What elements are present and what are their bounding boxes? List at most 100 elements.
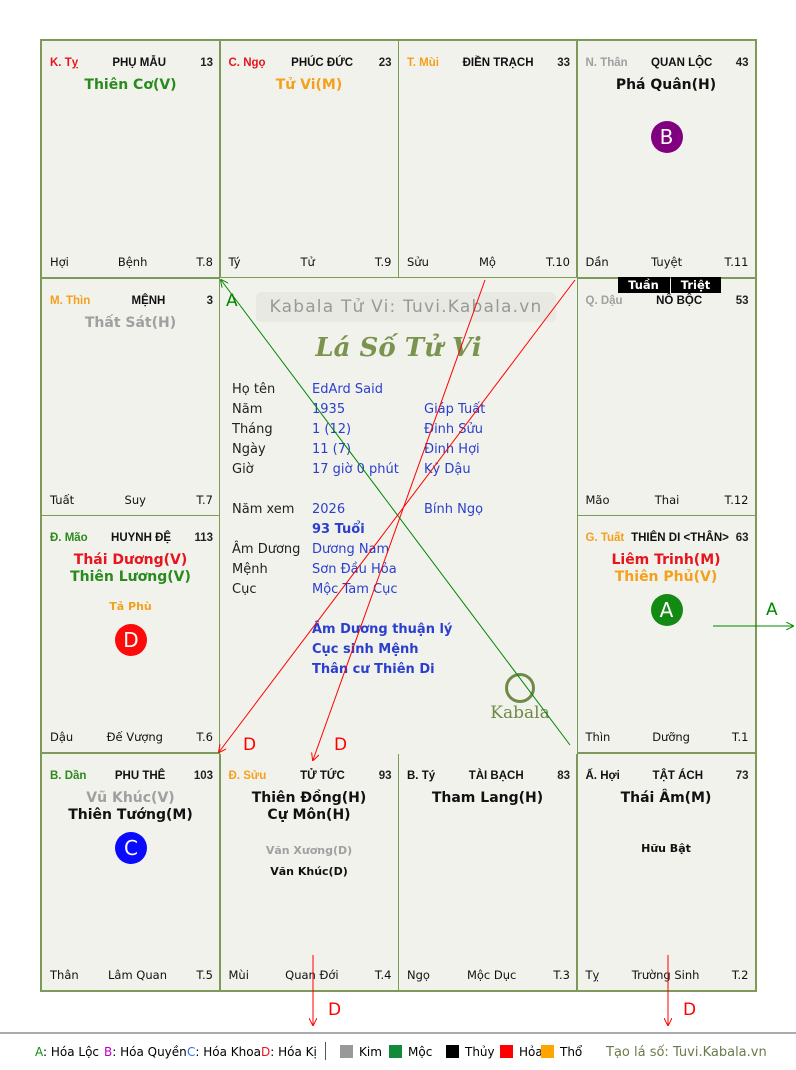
legend-hoa: B: Hóa Quyền xyxy=(104,1045,187,1059)
info-canchi: Kỷ Dậu xyxy=(424,462,471,477)
palace-can-chi: B. Dần xyxy=(50,769,87,782)
palace-can-chi: Ấ. Hợi xyxy=(585,769,620,782)
t-index: T.1 xyxy=(731,730,749,744)
palace-cell[interactable]: Đ. Mão HUYNH ĐỆ 113 Thái Dương(V) Thiên Lươn… xyxy=(41,515,220,753)
palace-cell[interactable]: M. Thìn MỆNH 3 Thất Sát(H) Tuất Suy T.7 xyxy=(41,277,220,516)
major-star: Liêm Trinh(M) xyxy=(611,552,721,568)
branch: Hợi xyxy=(50,255,69,269)
info-label: Năm xyxy=(232,402,263,417)
palace-cell[interactable]: G. Tuất THIÊN DI <THÂN> 63 Liêm Trinh(M) Thi… xyxy=(576,515,756,753)
palace-can-chi: Đ. Mão xyxy=(50,532,88,544)
palace-can-chi: Đ. Sửu xyxy=(228,769,267,782)
logo-text: Kabala xyxy=(490,703,550,723)
arrow-label: D xyxy=(328,1000,341,1020)
legend-text: : Hóa Kị xyxy=(270,1045,317,1059)
info-row: Cục Mộc Tam Cục xyxy=(232,582,397,600)
palace-age: 23 xyxy=(378,57,392,69)
branch: Thìn xyxy=(585,730,611,744)
info-row: Ngày 11 (7) Đinh Hợi xyxy=(232,442,480,460)
palace-cell[interactable]: C. Ngọ PHÚC ĐỨC 23 Tử Vi(M) Tý Tử T.9 xyxy=(219,40,399,278)
legend-key: D xyxy=(261,1045,271,1059)
life-stage: Dưỡng xyxy=(652,730,690,744)
palace-footer: Mão Thai T.12 xyxy=(586,493,749,507)
palace-can-chi: Q. Dậu xyxy=(585,294,623,307)
info-value: EdArd Said xyxy=(312,382,383,397)
palace-cell[interactable]: Q. Dậu NÔ BỘC 53 Mão Thai T.12 xyxy=(576,277,756,516)
info-label: Cục xyxy=(232,582,257,597)
palace-can-chi: G. Tuất xyxy=(585,532,625,544)
major-star: Thái Âm(M) xyxy=(620,789,712,806)
major-stars: Thiên Cơ(V) xyxy=(42,77,219,94)
palace-cell[interactable]: Ấ. Hợi TẬT ÁCH 73 Thái Âm(M) Hữu Bật Tỵ Trường… xyxy=(576,752,756,991)
life-stage: Bệnh xyxy=(117,255,148,269)
palace-cell[interactable]: T. Mùi ĐIỀN TRẠCH 33 Sửu Mộ T.10 xyxy=(398,40,577,278)
palace-header: C. Ngọ PHÚC ĐỨC 23 xyxy=(229,57,392,69)
palace-cell[interactable]: B. Dần PHU THÊ 103 Vũ Khúc(V) Thiên Tướng(M)… xyxy=(41,752,220,991)
palace-age: 13 xyxy=(200,57,213,69)
info-value: 2026 xyxy=(312,502,346,517)
triet-marker: Triệt xyxy=(670,277,721,293)
arrow-label: D xyxy=(683,1000,696,1020)
major-stars: Tử Vi(M) xyxy=(221,77,398,94)
branch: Dậu xyxy=(50,730,74,744)
palace-name: QUAN LỘC xyxy=(651,57,713,69)
palace-footer: Ngọ Mộc Dục T.3 xyxy=(407,968,570,982)
horoscope-chart: K. Tỵ PHỤ MẪU 13 Thiên Cơ(V) Hợi Bệnh T.8 C. Ng… xyxy=(40,39,757,992)
branch: Ngọ xyxy=(407,967,430,982)
note-text: Thân cư Thiên Di xyxy=(312,662,435,677)
palace-age: 53 xyxy=(735,294,749,307)
major-stars: Tham Lang(H) xyxy=(399,790,576,807)
major-star: Vũ Khúc(V) xyxy=(86,789,175,806)
palace-can-chi: K. Tỵ xyxy=(50,57,79,69)
major-stars: Thái Dương(V) Thiên Lương(V) xyxy=(42,552,219,586)
credit-link[interactable]: Tạo lá số: Tuvi.Kabala.vn xyxy=(606,1045,767,1060)
major-star: Thái Dương(V) xyxy=(73,552,188,568)
major-star: Cự Môn(H) xyxy=(267,806,351,823)
badge-A: A xyxy=(650,594,683,626)
palace-cell[interactable]: Đ. Sửu TỬ TỨC 93 Thiên Đồng(H) Cự Môn(H) Văn … xyxy=(219,752,399,991)
branch: Dần xyxy=(585,255,609,269)
palace-age: 93 xyxy=(378,769,392,782)
info-canchi: Bính Ngọ xyxy=(424,502,484,517)
info-value: 11 (7) xyxy=(312,442,352,457)
info-label: Giờ xyxy=(232,462,254,477)
palace-footer: Dần Tuyệt T.11 xyxy=(586,255,749,269)
major-star: Tham Lang(H) xyxy=(431,789,544,806)
info-label: Mệnh xyxy=(232,562,268,577)
branch: Tỵ xyxy=(585,967,600,982)
palace-header: N. Thân QUAN LỘC 43 xyxy=(586,57,749,69)
palace-cell[interactable]: N. Thân QUAN LỘC 43 Phá Quân(H) B Dần Tuyệt T.1… xyxy=(576,40,756,293)
info-row: Tháng 1 (12) Đinh Sửu xyxy=(232,422,483,440)
palace-header: Q. Dậu NÔ BỘC 53 xyxy=(586,295,749,307)
palace-can-chi: C. Ngọ xyxy=(228,57,266,69)
palace-cell[interactable]: B. Tý TÀI BẠCH 83 Tham Lang(H) Ngọ Mộc Dục T.3 xyxy=(398,752,577,991)
badge-D: D xyxy=(115,624,147,656)
legend-bar: A: Hóa Lộc B: Hóa Quyền C: Hóa Khoa D: Hóa … xyxy=(0,1032,796,1070)
branch: Mùi xyxy=(228,967,249,982)
palace-name: ĐIỀN TRẠCH xyxy=(462,57,534,69)
info-value: 1935 xyxy=(312,402,346,417)
legend-key: C xyxy=(187,1045,196,1059)
legend-element: Hỏa xyxy=(500,1045,543,1059)
palace-age: 33 xyxy=(557,57,570,69)
major-star: Thiên Tướng(M) xyxy=(68,806,193,823)
t-index: T.9 xyxy=(374,255,392,269)
hoa-ki-arrow xyxy=(313,279,486,760)
info-label: Tháng xyxy=(232,422,273,437)
legend-hoa: A: Hóa Lộc xyxy=(35,1045,99,1059)
t-index: T.12 xyxy=(724,492,749,507)
palace-header: G. Tuất THIÊN DI <THÂN> 63 xyxy=(586,532,749,544)
info-row: Âm Dương Dương Nam xyxy=(232,542,389,560)
info-label: Âm Dương xyxy=(232,542,301,557)
life-stage: Lâm Quan xyxy=(108,967,167,982)
life-stage: Mộc Dục xyxy=(466,967,517,982)
t-index: T.3 xyxy=(553,967,570,982)
info-row: Năm xem 2026 Bính Ngọ xyxy=(232,502,483,520)
color-swatch xyxy=(541,1045,554,1058)
legend-element: Thủy xyxy=(446,1045,495,1059)
palace-name: TỬ TỨC xyxy=(300,769,345,782)
t-index: T.2 xyxy=(731,967,749,982)
palace-cell[interactable]: K. Tỵ PHỤ MẪU 13 Thiên Cơ(V) Hợi Bệnh T.8 xyxy=(41,40,220,278)
info-value: Dương Nam xyxy=(312,542,390,557)
legend-text: Thổ xyxy=(560,1045,583,1059)
